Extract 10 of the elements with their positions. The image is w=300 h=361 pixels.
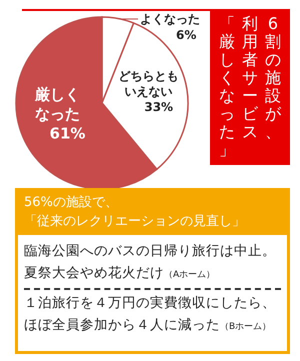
- text: 臨海公園へのバスの日帰り旅行は中止。夏祭大会やめ花火だけ（Aホーム）: [24, 242, 277, 283]
- data-label: 6%: [176, 28, 196, 42]
- data-label: 33%: [144, 100, 174, 114]
- data-label: 61%: [50, 124, 86, 143]
- slice-label: 厳しくなった: [34, 86, 80, 124]
- slice-label: どちらともいえない: [118, 69, 179, 99]
- text: 56%の施設で、「従来のレクリエーションの見直し」: [24, 194, 246, 231]
- slice-label: よくなった: [140, 12, 200, 26]
- chart-title: 6割の施設が、利用者サービス「厳しくなった」: [219, 14, 281, 159]
- text: １泊旅行を４万円の実費徴収にしたら、ほぼ全員参加から４人に減った（Bホーム）: [24, 294, 277, 335]
